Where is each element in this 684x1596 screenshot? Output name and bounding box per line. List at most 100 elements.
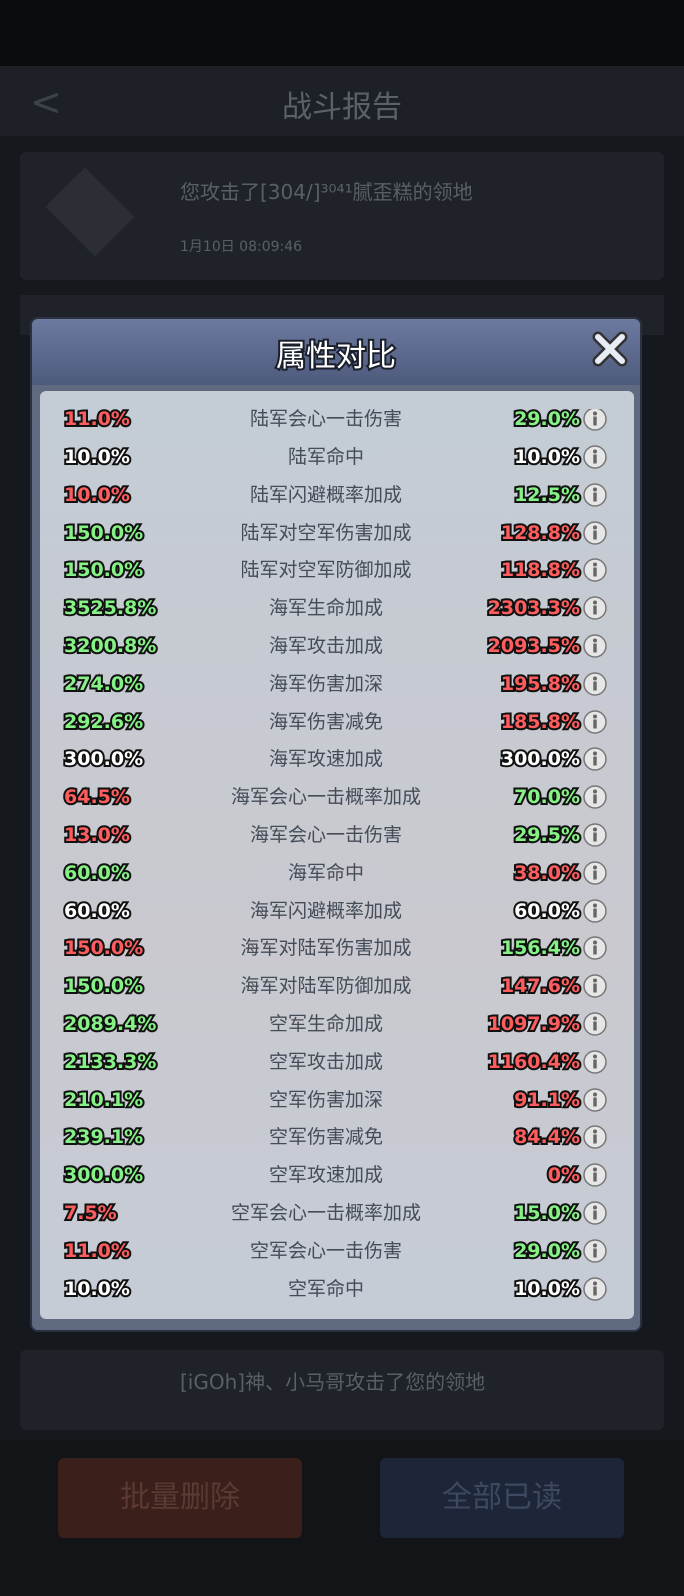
info-icon[interactable] <box>583 1201 607 1225</box>
info-icon[interactable] <box>583 974 607 998</box>
attribute-name: 海军伤害减免 <box>268 710 383 733</box>
attribute-name: 海军闪避概率加成 <box>249 899 402 922</box>
info-icon[interactable] <box>583 936 607 961</box>
info-icon[interactable] <box>583 520 607 545</box>
info-icon[interactable] <box>583 1049 607 1074</box>
attribute-row: 11.0% 空军会心一击伤害 29.0% <box>40 1232 634 1270</box>
attribute-name: 海军对陆军防御加成 <box>240 975 412 998</box>
attribute-name: 空军伤害减免 <box>268 1126 383 1149</box>
info-icon[interactable] <box>583 634 607 658</box>
attribute-row: 10.0% 陆军命中 10.0% <box>40 438 634 476</box>
right-value: 10.0% <box>512 1276 582 1302</box>
info-icon[interactable] <box>583 671 607 696</box>
attribute-row: 10.0% 陆军闪避概率加成 12.5% <box>40 476 634 514</box>
attribute-row: 60.0% 海军命中 38.0% <box>40 854 634 892</box>
right-value: 60.0% <box>512 898 582 924</box>
attribute-row: 292.6% 海军伤害减免 185.8% <box>40 703 634 741</box>
left-value: 60.0% <box>62 860 132 886</box>
info-icon[interactable] <box>583 1125 607 1150</box>
attribute-row: 150.0% 海军对陆军防御加成 147.6% <box>40 967 634 1005</box>
info-icon[interactable] <box>583 1238 607 1263</box>
attribute-name: 空军伤害加深 <box>268 1088 383 1111</box>
left-value: 150.0% <box>62 973 145 999</box>
info-icon[interactable] <box>583 860 607 885</box>
right-value: 29.0% <box>512 409 582 432</box>
info-icon[interactable] <box>583 898 607 923</box>
attribute-row: 10.0% 空军命中 10.0% <box>40 1270 634 1308</box>
info-icon[interactable] <box>583 1012 607 1036</box>
attribute-row: 2133.3% 空军攻击加成 1160.4% <box>40 1043 634 1081</box>
attribute-name: 陆军对空军防御加成 <box>240 559 412 582</box>
left-value: 2089.4% <box>62 1011 158 1037</box>
attribute-name: 空军攻击加成 <box>268 1050 383 1073</box>
back-button[interactable]: < <box>30 80 62 124</box>
info-icon[interactable] <box>583 1087 607 1112</box>
info-icon[interactable] <box>583 1163 607 1187</box>
info-icon[interactable] <box>583 445 607 469</box>
info-icon[interactable] <box>583 709 607 734</box>
attribute-name: 空军生命加成 <box>268 1012 383 1035</box>
attribute-row: 60.0% 海军闪避概率加成 60.0% <box>40 892 634 930</box>
attribute-row: 210.1% 空军伤害加深 91.1% <box>40 1081 634 1119</box>
info-icon[interactable] <box>583 558 607 583</box>
attribute-name: 空军命中 <box>287 1277 364 1300</box>
attribute-name: 海军会心一击伤害 <box>249 823 402 846</box>
attribute-name: 海军对陆军伤害加成 <box>240 937 412 960</box>
item-text: [iGOh]神、小马哥攻击了您的领地 <box>180 1370 486 1394</box>
right-value: 38.0% <box>512 860 582 886</box>
attribute-row: 274.0% 海军伤害加深 195.8% <box>40 665 634 703</box>
right-value: 300.0% <box>499 746 582 772</box>
attribute-row: 3200.8% 海军攻击加成 2093.5% <box>40 627 634 665</box>
left-value: 300.0% <box>62 746 145 772</box>
list-item[interactable]: [iGOh]神、小马哥攻击了您的领地 <box>20 1350 664 1430</box>
info-icon[interactable] <box>583 482 607 507</box>
right-value: 15.0% <box>512 1200 582 1226</box>
right-value: 1160.4% <box>486 1049 582 1075</box>
info-icon[interactable] <box>583 596 607 620</box>
info-icon[interactable] <box>583 747 607 772</box>
info-icon[interactable] <box>583 1276 607 1301</box>
attribute-row: 300.0% 空军攻速加成 0% <box>40 1156 634 1194</box>
info-icon[interactable] <box>583 785 607 809</box>
header: 战斗报告 < <box>0 66 684 136</box>
panel: 11.0% 陆军会心一击伤害 29.0% 10.0% 陆军命中 10.0% 10.0% 陆军闪… <box>40 391 634 1319</box>
attribute-name: 陆军会心一击伤害 <box>249 409 402 431</box>
attribute-name: 空军会心一击概率加成 <box>230 1201 421 1224</box>
right-value: 91.1% <box>512 1087 582 1113</box>
left-value: 60.0% <box>62 898 132 924</box>
attribute-name: 陆军命中 <box>287 445 364 468</box>
left-value: 10.0% <box>62 1276 132 1302</box>
attribute-row: 300.0% 海军攻速加成 300.0% <box>40 740 634 778</box>
attribute-row: 11.0% 陆军会心一击伤害 29.0% <box>40 409 634 438</box>
read-all-button[interactable]: 全部已读 <box>380 1458 624 1538</box>
info-icon[interactable] <box>583 823 607 847</box>
right-value: 1097.9% <box>486 1011 582 1037</box>
left-value: 239.1% <box>62 1124 145 1150</box>
attribute-row: 2089.4% 空军生命加成 1097.9% <box>40 1005 634 1043</box>
attribute-row: 13.0% 海军会心一击伤害 29.5% <box>40 816 634 854</box>
left-value: 3525.8% <box>62 595 158 621</box>
left-value: 274.0% <box>62 671 145 697</box>
attribute-name: 陆军闪避概率加成 <box>249 483 402 506</box>
right-value: 29.0% <box>512 1238 582 1264</box>
delete-button[interactable]: 批量删除 <box>58 1458 302 1538</box>
item-time: 1月10日 08:09:46 <box>180 239 303 255</box>
attribute-name: 空军会心一击伤害 <box>249 1239 402 1262</box>
attribute-name: 海军攻击加成 <box>268 634 383 657</box>
list-item[interactable]: 您攻击了[304/]³⁰⁴¹腻歪糕的领地 1月10日 08:09:46 <box>20 152 664 280</box>
item-icon <box>45 167 135 257</box>
left-value: 3200.8% <box>62 633 158 659</box>
left-value: 10.0% <box>62 444 132 470</box>
right-value: 2303.3% <box>486 595 582 621</box>
info-icon[interactable] <box>583 409 607 431</box>
attribute-name: 海军命中 <box>287 861 364 884</box>
modal-title: 属性对比 <box>274 337 398 376</box>
right-value: 12.5% <box>512 482 582 508</box>
attribute-name: 海军伤害加深 <box>268 672 383 695</box>
item-text: 您攻击了[304/]³⁰⁴¹腻歪糕的领地 <box>180 180 473 204</box>
close-button[interactable] <box>592 331 628 367</box>
row-list: 11.0% 陆军会心一击伤害 29.0% 10.0% 陆军命中 10.0% 10.0% 陆军闪… <box>40 409 634 1309</box>
left-value: 210.1% <box>62 1087 145 1113</box>
left-value: 10.0% <box>62 482 132 508</box>
